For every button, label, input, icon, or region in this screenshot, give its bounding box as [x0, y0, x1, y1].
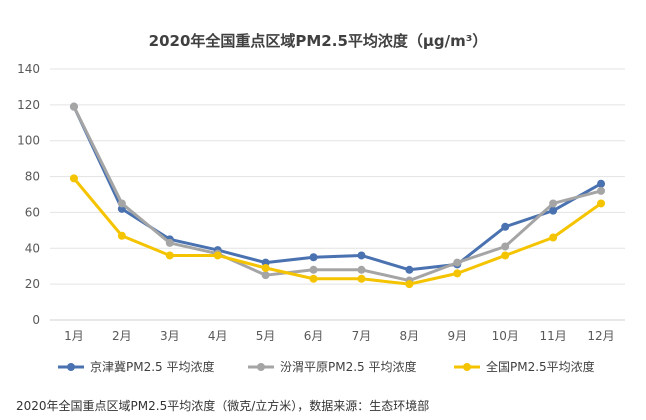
data-point: [597, 199, 606, 208]
y-tick-label: 140: [17, 62, 40, 76]
y-tick-label: 100: [17, 134, 40, 148]
legend-marker: [463, 363, 471, 371]
data-point: [453, 269, 462, 278]
data-point: [549, 233, 558, 242]
x-tick-label: 2月: [112, 329, 132, 343]
x-tick-label: 6月: [304, 329, 324, 343]
series-3: [69, 174, 606, 289]
legend-label: 汾渭平原PM2.5 平均浓度: [280, 359, 417, 374]
x-axis-ticks: 1月 2月 3月 4月 5月 6月 7月 8月 9月 10月 11月 12月: [64, 329, 615, 343]
x-tick-label: 4月: [208, 329, 228, 343]
y-tick-label: 120: [17, 98, 40, 112]
data-point: [165, 251, 174, 260]
chart-title: 2020年全国重点区域PM2.5平均浓度（μg/m³）: [149, 32, 488, 50]
data-point: [117, 231, 126, 240]
data-point: [501, 242, 510, 251]
legend-item: 京津冀PM2.5 平均浓度: [58, 359, 215, 374]
legend-item: 汾渭平原PM2.5 平均浓度: [248, 359, 417, 374]
x-tick-label: 9月: [447, 329, 467, 343]
y-tick-label: 40: [25, 241, 40, 255]
data-point: [69, 174, 78, 183]
y-tick-label: 20: [25, 277, 40, 291]
series-2: [69, 102, 606, 285]
legend-marker: [67, 363, 75, 371]
data-point: [453, 258, 462, 267]
x-tick-label: 8月: [400, 329, 420, 343]
data-point: [501, 251, 510, 260]
legend-marker: [257, 363, 265, 371]
data-point: [549, 199, 558, 208]
data-point: [309, 253, 318, 262]
y-tick-label: 0: [32, 313, 40, 327]
data-point: [261, 271, 270, 280]
series-line: [72, 105, 603, 272]
data-point: [213, 251, 222, 260]
grid: [50, 68, 625, 321]
data-point: [405, 280, 414, 289]
data-point: [117, 199, 126, 208]
y-axis-ticks: 0 20 40 60 80 100 120 140: [17, 62, 40, 327]
series-line: [72, 176, 603, 286]
series-lines: [69, 102, 606, 289]
x-tick-label: 5月: [256, 329, 276, 343]
x-tick-label: 12月: [587, 329, 614, 343]
legend-item: 全国PM2.5平均浓度: [454, 359, 595, 374]
data-point: [501, 222, 510, 231]
y-tick-label: 60: [25, 205, 40, 219]
data-point: [597, 179, 606, 188]
legend-label: 全国PM2.5平均浓度: [486, 359, 595, 374]
data-point: [357, 274, 366, 283]
data-point: [597, 186, 606, 195]
source-note: 2020年全国重点区域PM2.5平均浓度（微克/立方米），数据来源：生态环境部: [16, 398, 429, 413]
legend-label: 京津冀PM2.5 平均浓度: [90, 359, 215, 374]
data-point: [357, 265, 366, 274]
x-tick-label: 7月: [352, 329, 372, 343]
data-point: [165, 238, 174, 247]
x-tick-label: 10月: [492, 329, 519, 343]
y-tick-label: 80: [25, 170, 40, 184]
data-point: [549, 206, 558, 215]
data-point: [261, 264, 270, 273]
data-point: [357, 251, 366, 260]
series-line: [72, 105, 603, 283]
x-tick-label: 1月: [64, 329, 84, 343]
data-point: [309, 265, 318, 274]
x-tick-label: 3月: [160, 329, 180, 343]
data-point: [69, 102, 78, 111]
legend: 京津冀PM2.5 平均浓度 汾渭平原PM2.5 平均浓度 全国PM2.5平均浓度: [58, 359, 595, 374]
data-point: [309, 274, 318, 283]
x-tick-label: 11月: [539, 329, 566, 343]
data-point: [405, 265, 414, 274]
